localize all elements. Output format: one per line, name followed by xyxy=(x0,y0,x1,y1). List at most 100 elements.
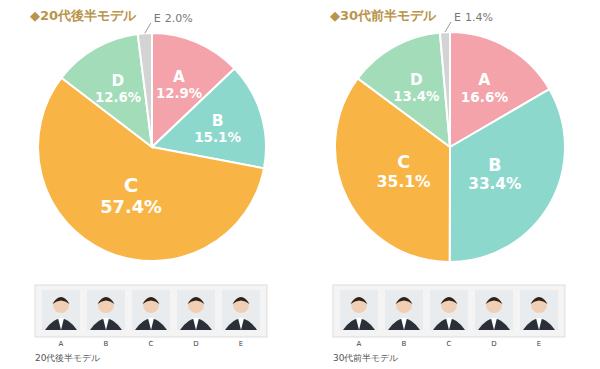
slice-value: 33.4% xyxy=(468,175,521,193)
photo-label: E xyxy=(537,340,541,348)
chart-title: ◆20代後半モデル xyxy=(30,8,137,23)
model-photo xyxy=(475,290,513,330)
slices xyxy=(38,33,266,261)
model-photo xyxy=(42,290,80,330)
photo-label: B xyxy=(104,340,109,348)
face xyxy=(98,297,114,313)
shirt xyxy=(536,318,542,330)
slice-value: 2.0% xyxy=(165,12,193,25)
hair xyxy=(531,297,548,304)
photo-label: B xyxy=(402,340,407,348)
hair xyxy=(53,297,70,304)
outside-label: E 1.4% xyxy=(454,11,493,24)
suit xyxy=(388,319,420,331)
photo-strip: ABCDE30代前半モデル xyxy=(333,285,565,363)
face xyxy=(143,297,159,313)
model-photo xyxy=(340,290,378,330)
slice-category: D xyxy=(410,71,423,89)
suit xyxy=(523,319,555,331)
slice-value: 15.1% xyxy=(194,129,241,145)
photo-strip: A B C D E 20代後半モデル xyxy=(35,285,267,363)
slice-category: B xyxy=(488,155,501,175)
slice-category: E xyxy=(154,12,161,25)
outside-label: E 2.0% xyxy=(154,12,193,25)
canvas: ◆20代後半モデルA12.9%B15.1%C57.4%D12.6%E2.0%AB… xyxy=(0,0,600,369)
photo-label: A xyxy=(59,340,64,348)
hair xyxy=(486,297,503,304)
hair xyxy=(188,297,205,304)
pie-slice xyxy=(358,32,450,147)
photo-bg xyxy=(385,290,423,330)
face xyxy=(396,297,412,313)
hair xyxy=(351,297,368,304)
hair xyxy=(396,297,413,304)
slice-value: 57.4% xyxy=(100,197,162,217)
shirt xyxy=(491,318,497,330)
leader-line xyxy=(445,22,451,32)
face xyxy=(188,297,204,313)
photo-caption: 20代後半モデル xyxy=(35,353,100,363)
shirt xyxy=(103,318,109,330)
data-labels: A16.6% B33.4% C35.1% D13.4% E 1.4% xyxy=(377,11,522,193)
slice-category: E xyxy=(454,11,461,24)
shirt xyxy=(193,318,199,330)
suit xyxy=(433,319,465,331)
shirt xyxy=(446,318,452,330)
pie-slice xyxy=(61,34,152,147)
slice-value: 35.1% xyxy=(377,173,431,191)
face xyxy=(531,297,547,313)
slice-category: C xyxy=(397,152,410,172)
model-photo xyxy=(385,290,423,330)
pie-chart: ◆20代後半モデルA12.9%B15.1%C57.4%D12.6%E2.0%AB… xyxy=(30,8,267,363)
photo-bg xyxy=(430,290,468,330)
face xyxy=(441,297,457,313)
pie-slice xyxy=(440,32,450,147)
photo-label: D xyxy=(491,340,496,348)
suit xyxy=(180,319,212,331)
shirt xyxy=(401,318,407,330)
face xyxy=(486,297,502,313)
hair xyxy=(441,297,458,304)
photo-label: D xyxy=(193,340,198,348)
slice-value: 1.4% xyxy=(465,11,493,24)
model-photo xyxy=(132,290,170,330)
photo-bg xyxy=(520,290,558,330)
model-photo xyxy=(87,290,125,330)
face xyxy=(233,297,249,313)
photo-bg xyxy=(42,290,80,330)
photo-bg xyxy=(340,290,378,330)
slices xyxy=(335,32,565,262)
suit xyxy=(135,319,167,331)
photo-frame xyxy=(35,285,267,337)
face xyxy=(351,297,367,313)
model-photo xyxy=(430,290,468,330)
photo-bg xyxy=(87,290,125,330)
slice-category: D xyxy=(112,72,125,90)
photo-label: C xyxy=(149,340,154,348)
leader-line xyxy=(145,23,151,33)
photo-frame xyxy=(333,285,565,337)
photo-label: C xyxy=(447,340,452,348)
model-photo xyxy=(177,290,215,330)
photo-bg xyxy=(132,290,170,330)
photo-label: E xyxy=(239,340,243,348)
pie-slice xyxy=(450,89,565,262)
slice-value: 13.4% xyxy=(393,89,439,104)
suit xyxy=(45,319,77,331)
suit xyxy=(225,319,257,331)
slice-value: 12.9% xyxy=(156,86,202,101)
hair xyxy=(143,297,160,304)
suit xyxy=(343,319,375,331)
page: ◆20代後半モデルA12.9%B15.1%C57.4%D12.6%E2.0%AB… xyxy=(0,0,600,369)
slice-category: A xyxy=(173,68,185,86)
photo-caption: 30代前半モデル xyxy=(333,353,398,363)
photo-bg xyxy=(475,290,513,330)
slice-category: A xyxy=(478,70,491,89)
shirt xyxy=(58,318,64,330)
hair xyxy=(98,297,115,304)
model-photo xyxy=(520,290,558,330)
slice-category: C xyxy=(124,174,138,197)
chart-title: ◆30代前半モデル xyxy=(330,8,437,23)
slice-value: 16.6% xyxy=(461,89,509,105)
slice-category: B xyxy=(212,112,224,130)
